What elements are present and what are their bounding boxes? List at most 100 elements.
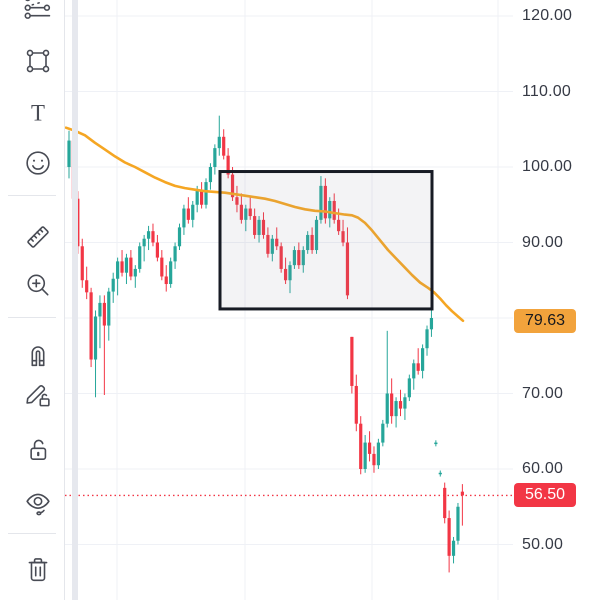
candle-body [328,200,332,219]
measure-tool-button[interactable] [18,217,58,257]
candle-body [314,219,319,251]
candle-body [350,336,354,386]
candle-body [421,348,425,371]
candle-body [186,208,190,220]
zoom-in-button[interactable] [18,265,58,305]
emoji-tool-button[interactable] [18,143,58,183]
price-axis-label: 100.00 [522,158,573,175]
candle-body [151,231,155,243]
last-price-badge: 56.50 [514,483,576,508]
pane-divider[interactable] [72,0,78,600]
candle-body [107,291,111,326]
candle-body [407,378,411,398]
candle-body [443,487,447,519]
candle-body [451,540,456,556]
rectangle-icon [26,49,50,73]
candle-body [275,238,279,247]
candle-body [129,257,133,277]
pencil-lock-icon [26,385,50,407]
candle-body [169,261,173,285]
drawing-toolbar: T [0,0,65,600]
candle-body [372,453,376,466]
magnet-icon [31,346,45,367]
candle-body [93,316,98,360]
candle-body [111,278,115,292]
candle-body [222,136,226,156]
candle-body [217,136,221,149]
ruler-icon [27,226,49,248]
candle-body [354,385,358,424]
candle-body [239,204,243,220]
candle-body [177,227,182,247]
candle-body [306,234,310,251]
rectangle-drawing [218,170,434,311]
svg-text:T: T [31,100,45,125]
price-axis-label: 70.00 [522,384,564,402]
candle-body [89,292,93,360]
candle-body [257,219,261,235]
candle-body [133,268,137,277]
toolbar-separator [8,533,56,534]
trend-line-tools-button[interactable] [18,0,58,30]
candle-body [425,329,429,349]
candle-body [226,155,230,175]
candle-body [398,401,403,409]
candle-body [116,261,120,279]
stay-in-drawing-mode-button[interactable] [18,375,58,415]
lock-all-drawings-button[interactable] [18,430,58,470]
candle-body [67,140,71,167]
candle-body [337,219,341,232]
magnet-mode-button[interactable] [18,335,58,375]
candle-body [434,442,438,445]
candle-body [367,442,372,454]
candle-body [412,363,416,379]
candle-body [98,302,102,317]
price-axis-label: 60.00 [522,460,564,477]
candle-body [182,208,186,228]
remove-drawings-button[interactable] [18,550,58,590]
text-icon: T [31,100,45,125]
rectangle-tool-button[interactable] [18,41,58,81]
price-axis-label: 50.00 [522,535,564,553]
candle-body [80,246,84,281]
moving-average-line [64,126,465,323]
candle-body [403,397,407,409]
candle-body [345,242,350,296]
candle-body [319,185,323,220]
candle-body [279,246,283,269]
candle-body [297,250,301,266]
candle-body [385,393,389,424]
candle-body [460,491,464,496]
candle-body [292,250,297,266]
candle-body [191,204,195,220]
candle-body [359,423,363,469]
candle-body [394,401,398,417]
candle-body [438,472,442,475]
toolbar-separator [8,317,56,318]
candle-body [195,189,199,205]
hide-drawings-button[interactable] [18,483,58,523]
candle-body [208,167,213,183]
candle-body [447,518,451,556]
candle-body [248,208,252,217]
candle-body [301,250,305,266]
candle-body [288,265,292,281]
candle-body [85,280,89,293]
candle-body [381,423,385,443]
candle-body [390,393,394,417]
eye-brush-icon [26,493,50,516]
candle-body [261,219,266,235]
candle-body [416,363,420,371]
text-tool-button[interactable]: T [18,93,58,133]
candle-body [120,261,124,273]
candle-body [332,200,336,220]
price-axis[interactable]: 120.00 110.00 100.00 90.00 70.00 60.00 50.00 7… [513,0,600,600]
candle-body [213,148,217,167]
candle-body [230,174,235,198]
candle-body [323,185,327,219]
candle-body [363,442,367,469]
candle-body [270,238,274,254]
candle-body [204,182,208,205]
